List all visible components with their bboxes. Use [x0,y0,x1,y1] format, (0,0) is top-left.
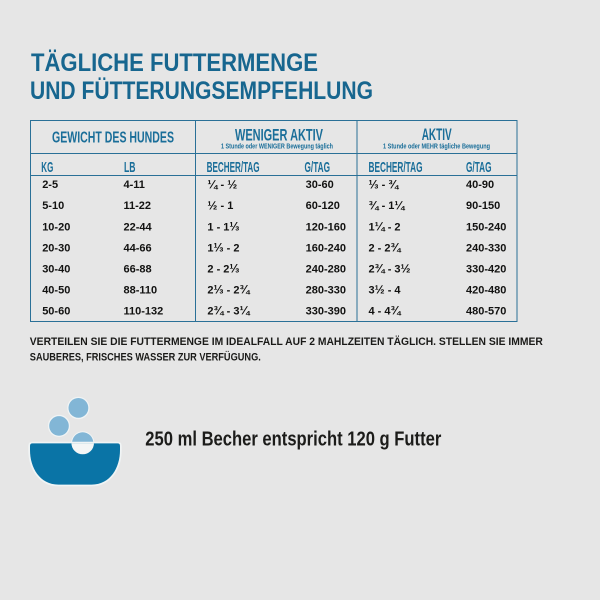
svg-text:150-240: 150-240 [466,221,506,233]
svg-text:2 - 2¾: 2 - 2¾ [369,241,402,255]
svg-text:480-570: 480-570 [466,305,506,317]
svg-text:SAUBERES, FRISCHES WASSER ZUR: SAUBERES, FRISCHES WASSER ZUR VERFÜGUNG. [30,351,261,364]
svg-text:LB: LB [124,160,136,176]
svg-text:1⅓ - 2: 1⅓ - 2 [207,241,239,255]
svg-text:2¾ - 3½: 2¾ - 3½ [369,262,411,276]
svg-text:VERTEILEN SIE DIE FUTTERMENGE: VERTEILEN SIE DIE FUTTERMENGE IM IDEALFA… [30,335,543,348]
svg-text:2¾ - 3¼: 2¾ - 3¼ [207,304,250,318]
svg-text:TÄGLICHE FUTTERMENGE: TÄGLICHE FUTTERMENGE [31,50,318,77]
svg-text:4 - 4¾: 4 - 4¾ [369,304,402,318]
svg-text:1 - 1⅓: 1 - 1⅓ [207,220,239,234]
svg-text:160-240: 160-240 [306,242,346,254]
svg-text:KG: KG [41,160,53,176]
svg-text:30-60: 30-60 [306,179,334,191]
svg-text:330-420: 330-420 [466,263,506,275]
svg-text:AKTIV: AKTIV [422,125,452,144]
svg-text:2 - 2⅓: 2 - 2⅓ [207,262,239,276]
svg-text:5-10: 5-10 [42,200,64,212]
svg-text:330-390: 330-390 [306,305,346,317]
svg-text:¼ - ½: ¼ - ½ [207,178,237,192]
svg-text:420-480: 420-480 [466,284,506,296]
svg-text:UND FÜTTERUNGSEMPFEHLUNG: UND FÜTTERUNGSEMPFEHLUNG [30,78,373,105]
svg-text:1¼ - 2: 1¼ - 2 [369,220,401,234]
svg-text:22-44: 22-44 [124,221,153,233]
svg-text:GEWICHT DES HUNDES: GEWICHT DES HUNDES [52,129,174,146]
svg-text:240-280: 240-280 [306,263,346,275]
svg-text:3½ - 4: 3½ - 4 [369,283,402,297]
svg-text:BECHER/TAG: BECHER/TAG [207,160,260,176]
svg-text:4-11: 4-11 [124,179,145,191]
svg-text:30-40: 30-40 [42,263,70,275]
svg-text:11-22: 11-22 [124,200,152,212]
svg-text:66-88: 66-88 [124,263,152,275]
svg-text:G/TAG: G/TAG [466,160,492,176]
svg-text:250 ml Becher entspricht 120 g: 250 ml Becher entspricht 120 g Futter [145,427,441,450]
svg-text:2-5: 2-5 [42,179,58,191]
svg-text:BECHER/TAG: BECHER/TAG [369,160,423,176]
svg-text:1 Stunde oder WENIGER Bewegung: 1 Stunde oder WENIGER Bewegung täglich [221,141,333,150]
svg-text:40-90: 40-90 [466,179,494,191]
svg-text:50-60: 50-60 [42,305,70,317]
svg-text:G/TAG: G/TAG [305,160,331,176]
svg-text:WENIGER AKTIV: WENIGER AKTIV [235,125,323,144]
svg-text:¾ - 1¼: ¾ - 1¼ [369,199,406,213]
svg-text:60-120: 60-120 [306,200,340,212]
svg-text:280-330: 280-330 [306,284,346,296]
svg-text:44-66: 44-66 [124,242,152,254]
svg-text:240-330: 240-330 [466,242,506,254]
svg-text:1 Stunde oder MEHR tägliche Be: 1 Stunde oder MEHR tägliche Bewegung [383,141,490,150]
svg-text:88-110: 88-110 [124,284,158,296]
svg-text:120-160: 120-160 [306,221,346,233]
svg-text:½ - 1: ½ - 1 [207,199,233,213]
svg-text:10-20: 10-20 [42,221,70,233]
svg-text:110-132: 110-132 [124,305,164,317]
svg-text:40-50: 40-50 [42,284,70,296]
svg-text:90-150: 90-150 [466,200,500,212]
svg-text:⅓ - ¾: ⅓ - ¾ [369,178,400,192]
svg-text:2⅓ - 2¾: 2⅓ - 2¾ [207,283,250,297]
svg-text:20-30: 20-30 [42,242,70,254]
